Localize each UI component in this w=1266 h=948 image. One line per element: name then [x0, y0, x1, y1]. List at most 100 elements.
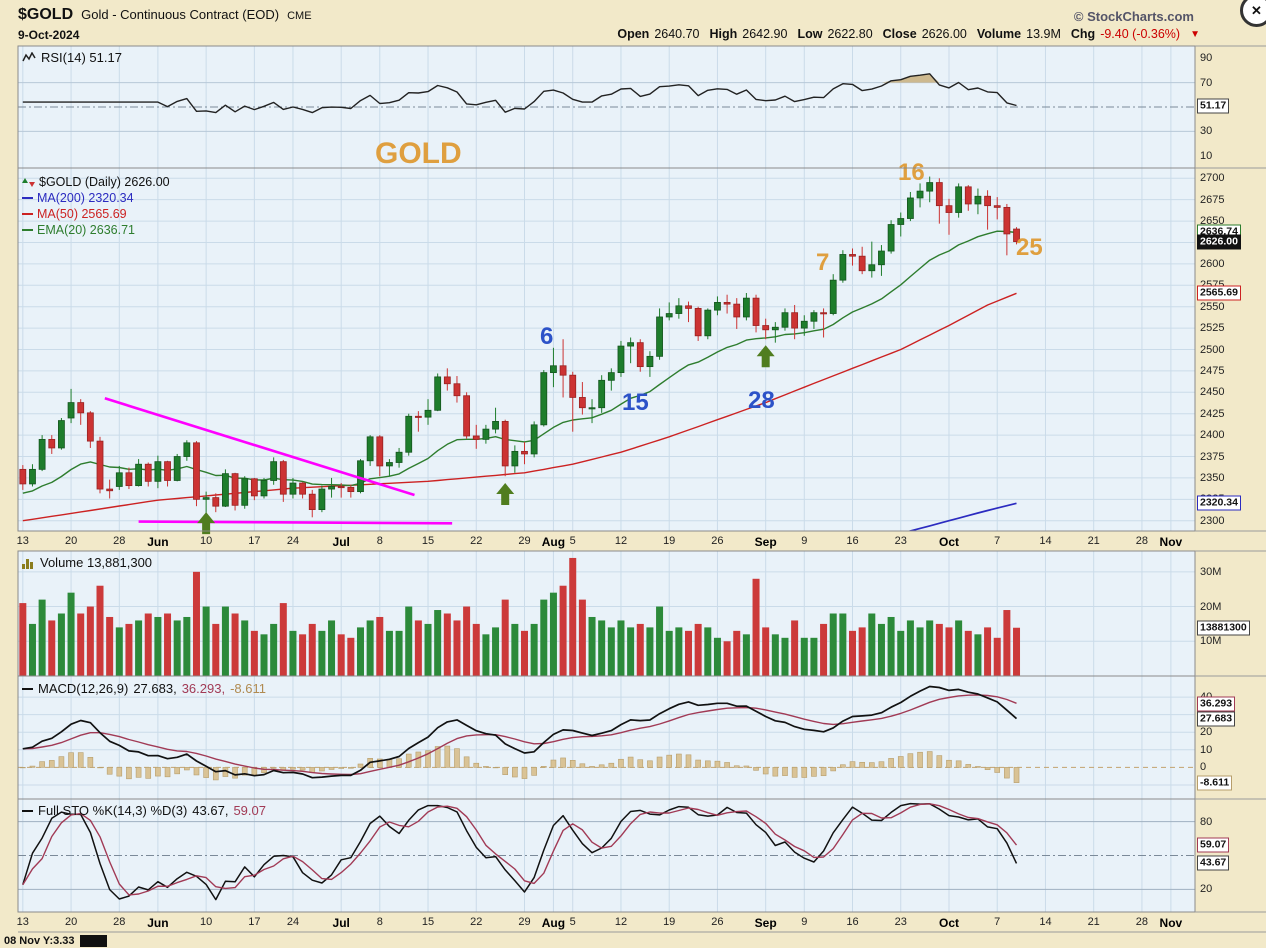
x-axis-label: Nov	[1159, 916, 1183, 930]
ma50-legend-label: MA(50) 2565.69	[37, 207, 127, 221]
x-axis-label: Jun	[147, 916, 169, 930]
open-label: Open	[617, 27, 650, 41]
ema20-legend-label: EMA(20) 2636.71	[37, 223, 135, 237]
y-axis-label: 2675	[1200, 193, 1225, 206]
crosshair-marker	[79, 935, 107, 947]
x-axis-label: 7	[994, 916, 1001, 928]
candlestick-icon	[22, 177, 35, 187]
sto-d-value: 59.07	[233, 803, 266, 818]
x-axis-label: 14	[1039, 535, 1052, 547]
open-value: 2640.70	[654, 27, 700, 41]
sto-line-icon	[22, 809, 33, 812]
sto-legend-prefix: Full STO %K(14,3) %D(3)	[38, 803, 188, 818]
x-axis-label: 15	[421, 916, 435, 928]
y-axis-label: 2650	[1200, 215, 1225, 228]
symbol-description: Gold - Continuous Contract (EOD)	[81, 7, 280, 22]
close-button[interactable]: ✕	[1240, 0, 1266, 27]
x-axis-label: Sep	[754, 916, 777, 930]
buy-arrow-annotation	[197, 512, 216, 535]
high-label: High	[709, 27, 738, 41]
chart-date: 9-Oct-2024	[18, 28, 80, 42]
chart-annotation-text: 25	[1016, 234, 1043, 261]
y-axis-label: 30M	[1200, 565, 1222, 578]
x-axis-label: 22	[470, 535, 483, 547]
y-axis-label: 90	[1200, 52, 1213, 65]
change-down-icon: ▼	[1190, 28, 1200, 40]
x-axis-label: Oct	[938, 916, 960, 930]
x-axis-label: Nov	[1159, 535, 1183, 549]
chart-annotation-text: GOLD	[375, 137, 462, 170]
x-axis-label: 19	[663, 535, 676, 547]
macd-legend-prefix: MACD(12,26,9)	[38, 681, 129, 696]
scale-value-box: 59.07	[1197, 837, 1230, 853]
buy-arrow-annotation	[756, 345, 775, 368]
y-axis-label: 20	[1200, 883, 1213, 896]
scale-value-box: 43.67	[1197, 855, 1230, 871]
x-axis-label: 14	[1039, 916, 1052, 928]
chart-title-row: $GOLD Gold - Continuous Contract (EOD) C…	[18, 6, 312, 24]
x-axis-label: 8	[376, 535, 383, 547]
x-axis-label: 23	[894, 916, 907, 928]
scale-value-box: 2626.00	[1197, 234, 1241, 250]
y-axis-label: 2700	[1200, 172, 1225, 185]
x-axis-label: 26	[711, 916, 724, 928]
y-axis-label: 0	[1200, 761, 1207, 774]
y-axis-label: 70	[1200, 76, 1213, 89]
x-axis-label: 29	[518, 916, 531, 928]
x-axis-label: 10	[199, 916, 213, 928]
ma200-legend-label: MA(200) 2320.34	[37, 191, 134, 205]
ma200-line-icon	[22, 197, 33, 199]
scale-value-box: 36.293	[1197, 696, 1236, 712]
price-legend-label: $GOLD (Daily) 2626.00	[39, 175, 170, 189]
y-axis-label: 80	[1200, 815, 1213, 828]
y-axis-label: 10M	[1200, 635, 1222, 648]
y-axis-label: 2375	[1200, 450, 1225, 463]
y-axis-label: 10	[1200, 743, 1213, 756]
x-axis-label: 10	[199, 535, 213, 547]
volume-value: 13.9M	[1026, 27, 1061, 41]
x-axis-label: Aug	[541, 535, 566, 549]
exchange-label: CME	[287, 10, 312, 22]
x-axis-label: 17	[248, 916, 261, 928]
volume-legend-label: Volume 13,881,300	[40, 555, 153, 570]
chg-value: -9.40 (-0.36%)	[1100, 27, 1181, 41]
macd-histogram	[20, 745, 1020, 783]
sto-k-value: 43.67,	[192, 803, 229, 818]
scale-value-box: 2320.34	[1197, 495, 1241, 511]
scale-value-box: 51.17	[1197, 98, 1230, 114]
x-axis-label: 17	[248, 535, 261, 547]
x-axis-label: 21	[1087, 916, 1100, 928]
x-axis-label: 8	[376, 916, 383, 928]
x-axis-label: Jun	[147, 535, 169, 549]
indicator-squiggle-icon	[22, 52, 36, 62]
crosshair-readout-text: 08 Nov Y:3.33	[4, 935, 75, 947]
y-axis-label: 30	[1200, 125, 1213, 138]
y-axis-label: 2450	[1200, 386, 1225, 399]
x-axis-label: 24	[286, 916, 300, 928]
x-axis-label: 22	[470, 916, 483, 928]
volume-legend: Volume 13,881,300	[22, 555, 152, 570]
chart-annotation-text: 16	[898, 159, 925, 186]
y-axis-label: 20M	[1200, 600, 1222, 613]
macd-legend: MACD(12,26,9) 27.683, 36.293, -8.611	[22, 681, 266, 696]
x-axis-label: 16	[846, 916, 859, 928]
macd-hist-value: -8.611	[230, 681, 266, 696]
x-axis-label: 21	[1087, 535, 1100, 547]
candlestick-series	[19, 176, 1020, 518]
y-axis-label: 2525	[1200, 322, 1225, 335]
x-axis-label: 9	[801, 916, 808, 928]
x-axis-label: 26	[711, 535, 724, 547]
x-axis-label: Jul	[332, 535, 350, 549]
quote-bar: Open 2640.70 High 2642.90 Low 2622.80 Cl…	[617, 27, 1200, 41]
rsi-legend: RSI(14) 51.17	[22, 50, 122, 65]
x-axis-label: Aug	[541, 916, 566, 930]
scale-value-box: 13881300	[1197, 620, 1250, 636]
y-axis-label: 20	[1200, 726, 1213, 739]
x-axis-label: 7	[994, 535, 1001, 547]
scale-value-box: 27.683	[1197, 711, 1236, 727]
y-axis-label: 2400	[1200, 429, 1225, 442]
chg-label: Chg	[1070, 27, 1096, 41]
x-axis-label: 12	[614, 535, 628, 547]
